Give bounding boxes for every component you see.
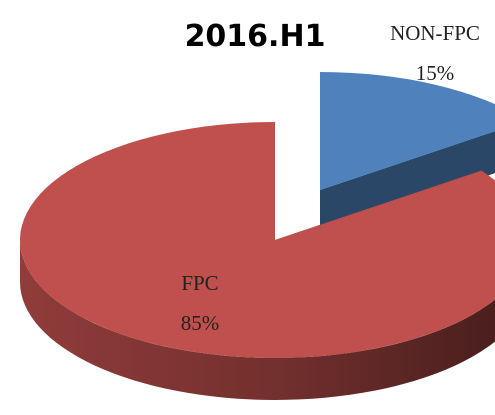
slice-side	[320, 131, 495, 232]
pie	[20, 72, 495, 400]
slice	[20, 122, 495, 358]
slice-side	[20, 240, 495, 400]
slice-value-label: 85%	[181, 311, 220, 335]
slice-label: FPC	[181, 271, 218, 295]
slice-label: NON-FPC	[390, 21, 480, 45]
slice-value-label: 15%	[416, 61, 455, 85]
slice	[320, 72, 495, 190]
chart-title: 2016.H1	[185, 19, 326, 54]
